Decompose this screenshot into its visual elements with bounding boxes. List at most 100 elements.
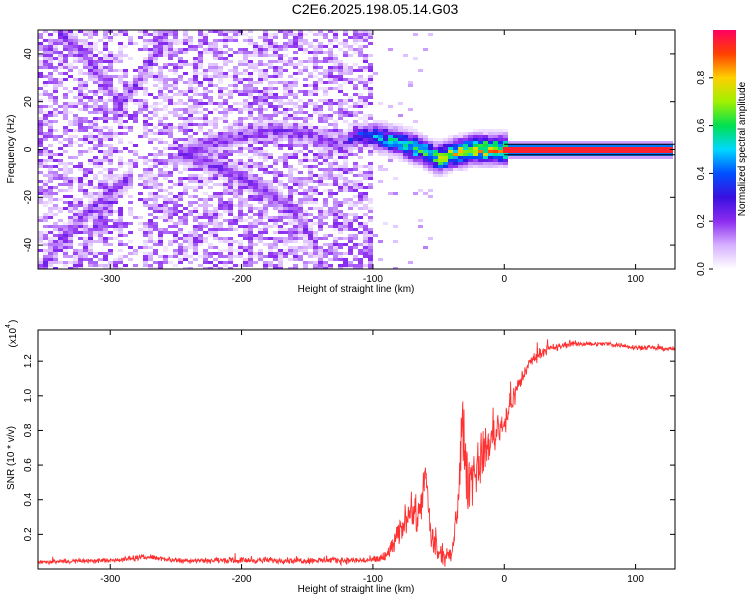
heatmap-cell: [383, 129, 388, 132]
heatmap-cell: [53, 192, 58, 195]
heatmap-cell: [273, 201, 278, 204]
heatmap-cell: [63, 231, 68, 234]
heatmap-cell: [408, 138, 413, 141]
heatmap-cell: [623, 147, 628, 150]
heatmap-cell: [373, 135, 378, 138]
heatmap-cell: [213, 228, 218, 231]
heatmap-cell: [603, 141, 608, 144]
heatmap-cell: [368, 129, 373, 132]
heatmap-cell: [333, 66, 338, 69]
heatmap-cell: [348, 201, 353, 204]
heatmap-cell: [328, 189, 333, 192]
heatmap-cell: [38, 72, 43, 75]
heatmap-cell: [153, 30, 158, 33]
heatmap-cell: [178, 258, 183, 261]
heatmap-cell: [103, 54, 108, 57]
heatmap-cell: [273, 72, 278, 75]
heatmap-cell: [73, 60, 78, 63]
heatmap-cell: [68, 75, 73, 78]
heatmap-cell: [233, 123, 238, 126]
heatmap-cell: [643, 147, 648, 150]
heatmap-cell: [293, 153, 298, 156]
heatmap-cell: [308, 228, 313, 231]
heatmap-cell: [273, 132, 278, 135]
heatmap-cell: [288, 132, 293, 135]
heatmap-cell: [503, 159, 508, 162]
heatmap-cell: [238, 216, 243, 219]
heatmap-cell: [183, 60, 188, 63]
heatmap-cell: [398, 126, 403, 129]
heatmap-cell: [223, 36, 228, 39]
heatmap-cell: [238, 111, 243, 114]
heatmap-cell: [343, 39, 348, 42]
heatmap-cell: [273, 192, 278, 195]
heatmap-cell: [458, 147, 463, 150]
heatmap-cell: [273, 114, 278, 117]
heatmap-cell: [83, 171, 88, 174]
heatmap-cell: [378, 153, 383, 156]
heatmap-cell: [78, 87, 83, 90]
heatmap-cell: [233, 135, 238, 138]
heatmap-cell: [213, 222, 218, 225]
heatmap-cell: [333, 246, 338, 249]
heatmap-cell: [308, 42, 313, 45]
heatmap-cell: [348, 219, 353, 222]
heatmap-cell: [88, 252, 93, 255]
heatmap-cell: [278, 195, 283, 198]
heatmap-cell: [58, 246, 63, 249]
heatmap-cell: [223, 132, 228, 135]
heatmap-cell: [218, 252, 223, 255]
heatmap-cell: [378, 258, 383, 261]
heatmap-cell: [243, 228, 248, 231]
heatmap-cell: [153, 63, 158, 66]
heatmap-cell: [303, 48, 308, 51]
heatmap-cell: [268, 132, 273, 135]
heatmap-cell: [278, 81, 283, 84]
heatmap-cell: [53, 261, 58, 264]
heatmap-cell: [193, 174, 198, 177]
heatmap-cell: [238, 234, 243, 237]
heatmap-cell: [83, 168, 88, 171]
heatmap-cell: [168, 243, 173, 246]
heatmap-cell: [283, 222, 288, 225]
heatmap-cell: [188, 162, 193, 165]
heatmap-cell: [328, 243, 333, 246]
heatmap-cell: [668, 150, 673, 153]
heatmap-cell: [368, 216, 373, 219]
heatmap-cell: [283, 96, 288, 99]
heatmap-cell: [453, 168, 458, 171]
heatmap-cell: [463, 141, 468, 144]
heatmap-cell: [103, 36, 108, 39]
heatmap-cell: [298, 228, 303, 231]
heatmap-cell: [248, 141, 253, 144]
heatmap-cell: [348, 180, 353, 183]
heatmap-cell: [218, 69, 223, 72]
heatmap-cell: [43, 153, 48, 156]
heatmap-cell: [358, 135, 363, 138]
heatmap-cell: [293, 180, 298, 183]
heatmap-cell: [178, 144, 183, 147]
heatmap-cell: [178, 150, 183, 153]
heatmap-cell: [288, 228, 293, 231]
heatmap-cell: [103, 153, 108, 156]
heatmap-cell: [93, 177, 98, 180]
heatmap-cell: [163, 159, 168, 162]
heatmap-cell: [253, 177, 258, 180]
heatmap-cell: [478, 147, 483, 150]
heatmap-cell: [163, 30, 168, 33]
heatmap-cell: [533, 144, 538, 147]
heatmap-cell: [253, 90, 258, 93]
heatmap-cell: [268, 192, 273, 195]
heatmap-cell: [108, 249, 113, 252]
heatmap-cell: [63, 102, 68, 105]
heatmap-cell: [118, 240, 123, 243]
heatmap-cell: [298, 231, 303, 234]
heatmap-cell: [43, 174, 48, 177]
heatmap-cell: [363, 57, 368, 60]
heatmap-cell: [103, 240, 108, 243]
heatmap-cell: [288, 267, 293, 269]
heatmap-cell: [273, 75, 278, 78]
heatmap-cell: [548, 150, 553, 153]
snr-frame: [37, 329, 676, 570]
heatmap-cell: [283, 132, 288, 135]
